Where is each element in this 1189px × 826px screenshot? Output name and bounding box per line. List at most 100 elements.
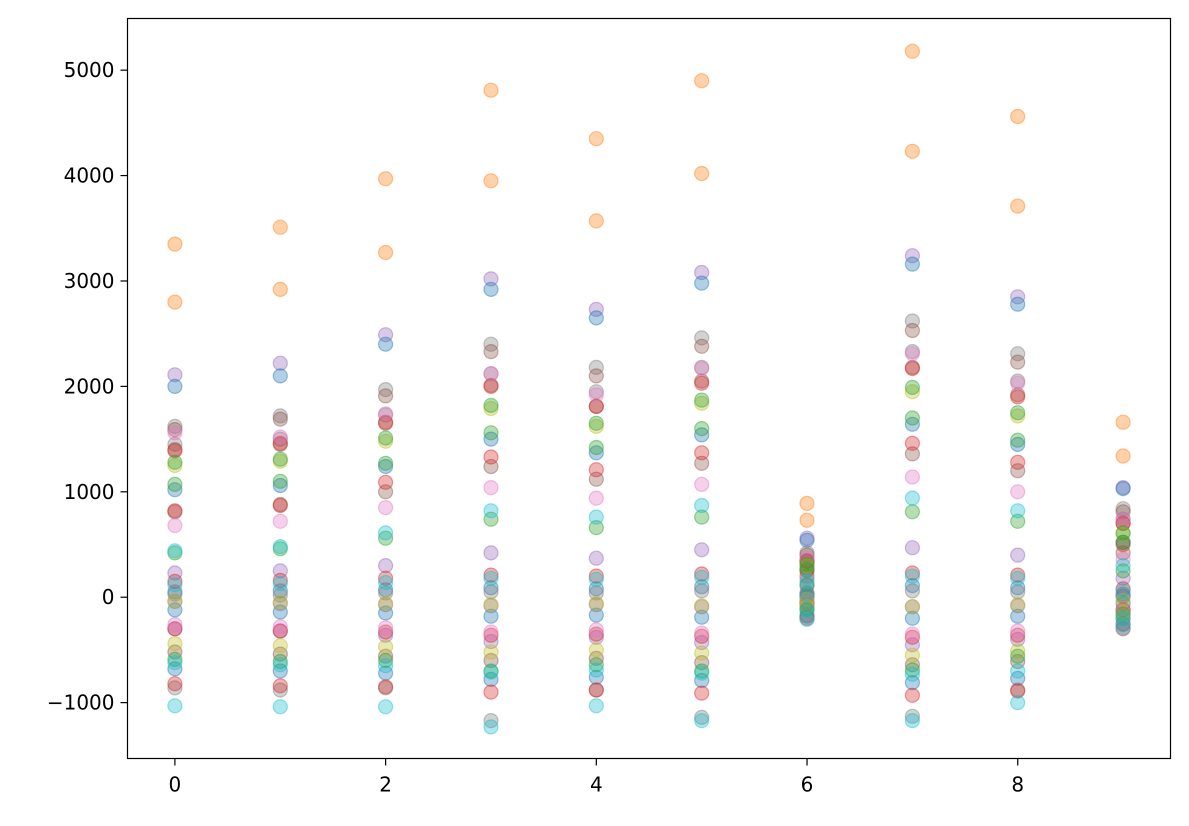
data-point (378, 624, 394, 640)
data-point (272, 572, 288, 589)
data-point (378, 336, 394, 352)
data-point (1115, 525, 1131, 541)
data-point (483, 644, 499, 660)
data-point (378, 458, 394, 475)
data-point (483, 596, 499, 613)
data-point (1115, 534, 1131, 551)
data-point (1010, 608, 1026, 624)
data-point (904, 322, 921, 339)
data-point (483, 608, 499, 624)
data-point (904, 469, 921, 485)
data-point (167, 454, 183, 470)
data-point (483, 624, 499, 640)
data-point (167, 517, 183, 534)
data-point (1010, 683, 1026, 699)
data-point (272, 408, 288, 424)
data-point (588, 698, 604, 714)
data-point (167, 593, 183, 610)
data-point (272, 623, 288, 639)
data-point (694, 497, 710, 514)
data-point (378, 699, 394, 715)
data-point (799, 607, 815, 623)
data-point (167, 503, 183, 519)
data-point (799, 576, 815, 593)
data-point (799, 593, 815, 610)
data-point (588, 622, 604, 638)
data-point (167, 644, 183, 660)
data-point (272, 435, 288, 451)
data-point (904, 379, 921, 395)
data-point (904, 384, 921, 400)
data-point (378, 639, 394, 655)
data-point (483, 458, 499, 475)
data-point (1115, 603, 1131, 619)
data-point (378, 648, 394, 664)
data-point (588, 642, 604, 658)
data-point (272, 453, 288, 469)
data-point (694, 569, 710, 585)
data-point (694, 264, 710, 281)
data-point (483, 480, 499, 496)
data-point (1010, 436, 1026, 452)
data-point (694, 663, 710, 679)
data-point (483, 425, 499, 441)
data-point (904, 666, 921, 682)
data-point (799, 570, 815, 586)
data-point (799, 611, 815, 628)
data-point (483, 449, 499, 465)
x-tick-label: 2 (379, 773, 392, 797)
data-point (272, 541, 288, 557)
data-point (272, 678, 288, 694)
data-point (588, 445, 604, 461)
data-point (588, 550, 604, 566)
data-point (799, 545, 815, 561)
data-point (694, 427, 710, 443)
data-point (904, 629, 921, 645)
data-point (167, 545, 183, 561)
data-point (483, 397, 499, 413)
data-point (904, 599, 921, 615)
data-point (272, 663, 288, 679)
data-point (799, 547, 815, 563)
data-point (694, 375, 710, 391)
data-point (694, 625, 710, 641)
data-point (1010, 354, 1026, 370)
data-point (799, 585, 815, 601)
data-point (1115, 592, 1131, 609)
data-point (588, 682, 604, 698)
data-point (167, 654, 183, 671)
data-point (1115, 570, 1131, 586)
data-point (167, 586, 183, 602)
data-point (272, 473, 288, 489)
data-point (904, 657, 921, 673)
data-point (1115, 620, 1131, 636)
data-point (1115, 602, 1131, 618)
data-point (483, 570, 499, 586)
data-point (904, 410, 921, 426)
data-point (483, 377, 499, 393)
data-point (1115, 536, 1131, 553)
data-point (272, 513, 288, 529)
data-point (378, 500, 394, 516)
data-point (588, 568, 604, 584)
data-point (588, 650, 604, 667)
data-point (1010, 663, 1026, 679)
data-point (799, 553, 815, 570)
data-point (1010, 567, 1026, 583)
data-point (588, 439, 604, 456)
data-point (694, 275, 710, 291)
data-point (588, 629, 604, 645)
data-point (904, 346, 921, 362)
data-point (378, 620, 394, 636)
data-point (1010, 627, 1026, 643)
data-point (1010, 503, 1026, 519)
data-point (272, 619, 288, 635)
data-point (1115, 606, 1131, 622)
data-point (694, 509, 710, 525)
data-point (1010, 643, 1026, 659)
data-point (904, 446, 921, 462)
data-point (694, 712, 710, 729)
data-point (378, 244, 394, 261)
data-point (167, 482, 183, 498)
